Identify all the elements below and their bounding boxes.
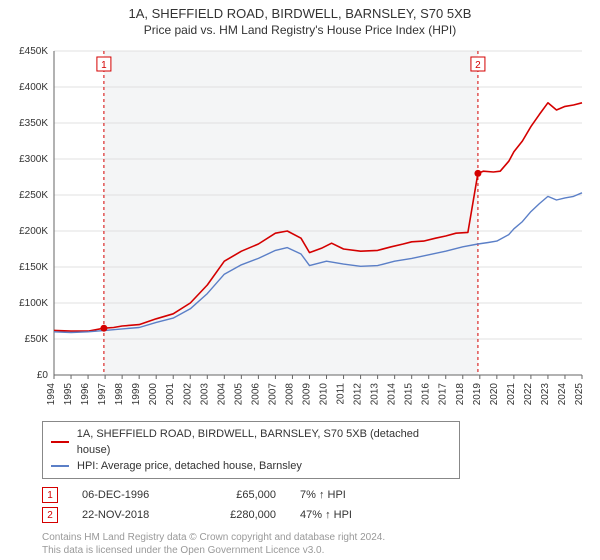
svg-text:2023: 2023 bbox=[540, 383, 551, 406]
svg-text:2: 2 bbox=[475, 60, 481, 71]
attribution-line2: This data is licensed under the Open Gov… bbox=[42, 544, 600, 557]
svg-text:2017: 2017 bbox=[438, 383, 449, 406]
svg-text:£50K: £50K bbox=[25, 334, 49, 345]
svg-text:£450K: £450K bbox=[19, 46, 48, 57]
svg-text:2014: 2014 bbox=[387, 383, 398, 406]
legend: 1A, SHEFFIELD ROAD, BIRDWELL, BARNSLEY, … bbox=[42, 421, 460, 479]
svg-text:2024: 2024 bbox=[557, 383, 568, 406]
svg-text:1998: 1998 bbox=[114, 383, 125, 406]
sales-row: 2 22-NOV-2018 £280,000 47% ↑ HPI bbox=[42, 505, 600, 525]
svg-text:£200K: £200K bbox=[19, 226, 48, 237]
svg-text:2025: 2025 bbox=[574, 383, 585, 406]
svg-text:2020: 2020 bbox=[489, 383, 500, 406]
chart-area: £0 £50K £100K £150K £200K £250K £300K £350K £400… bbox=[10, 43, 590, 413]
legend-swatch-property bbox=[51, 441, 69, 443]
svg-text:2004: 2004 bbox=[216, 383, 227, 406]
sale-marker-2: 2 bbox=[42, 507, 58, 523]
svg-text:1997: 1997 bbox=[97, 383, 108, 406]
svg-text:£250K: £250K bbox=[19, 190, 48, 201]
svg-text:2012: 2012 bbox=[353, 383, 364, 406]
svg-text:£400K: £400K bbox=[19, 82, 48, 93]
legend-label-property: 1A, SHEFFIELD ROAD, BIRDWELL, BARNSLEY, … bbox=[77, 426, 451, 458]
sale-pct: 7% ↑ HPI bbox=[300, 489, 400, 501]
svg-text:£100K: £100K bbox=[19, 298, 48, 309]
sales-table: 1 06-DEC-1996 £65,000 7% ↑ HPI 2 22-NOV-… bbox=[42, 485, 600, 525]
svg-text:2016: 2016 bbox=[421, 383, 432, 406]
legend-swatch-hpi bbox=[51, 465, 69, 467]
sale-price: £65,000 bbox=[206, 489, 276, 501]
svg-text:2018: 2018 bbox=[455, 383, 466, 406]
svg-text:1: 1 bbox=[101, 60, 107, 71]
legend-label-hpi: HPI: Average price, detached house, Barn… bbox=[77, 458, 302, 474]
svg-text:£300K: £300K bbox=[19, 154, 48, 165]
svg-text:1999: 1999 bbox=[131, 383, 142, 406]
legend-item: HPI: Average price, detached house, Barn… bbox=[51, 458, 451, 474]
chart-svg: £0 £50K £100K £150K £200K £250K £300K £350K £400… bbox=[10, 43, 590, 413]
svg-text:2021: 2021 bbox=[506, 383, 517, 406]
svg-text:2007: 2007 bbox=[267, 383, 278, 406]
svg-text:2019: 2019 bbox=[472, 383, 483, 406]
sale-pct: 47% ↑ HPI bbox=[300, 509, 400, 521]
svg-text:£350K: £350K bbox=[19, 118, 48, 129]
svg-text:1995: 1995 bbox=[63, 383, 74, 406]
sale-price: £280,000 bbox=[206, 509, 276, 521]
svg-text:£150K: £150K bbox=[19, 262, 48, 273]
svg-text:1994: 1994 bbox=[46, 383, 57, 406]
svg-text:2002: 2002 bbox=[182, 383, 193, 406]
sale-date: 06-DEC-1996 bbox=[82, 489, 182, 501]
sale-date: 22-NOV-2018 bbox=[82, 509, 182, 521]
svg-text:2009: 2009 bbox=[301, 383, 312, 406]
legend-item: 1A, SHEFFIELD ROAD, BIRDWELL, BARNSLEY, … bbox=[51, 426, 451, 458]
svg-text:2010: 2010 bbox=[319, 383, 330, 406]
svg-text:2005: 2005 bbox=[233, 383, 244, 406]
svg-text:2000: 2000 bbox=[148, 383, 159, 406]
title-sub: Price paid vs. HM Land Registry's House … bbox=[0, 23, 600, 37]
sale-marker-1: 1 bbox=[42, 487, 58, 503]
sales-row: 1 06-DEC-1996 £65,000 7% ↑ HPI bbox=[42, 485, 600, 505]
svg-text:2003: 2003 bbox=[199, 383, 210, 406]
svg-text:1996: 1996 bbox=[80, 383, 91, 406]
title-main: 1A, SHEFFIELD ROAD, BIRDWELL, BARNSLEY, … bbox=[0, 6, 600, 21]
attribution-line1: Contains HM Land Registry data © Crown c… bbox=[42, 531, 600, 544]
svg-text:£0: £0 bbox=[37, 370, 49, 381]
svg-text:2015: 2015 bbox=[404, 383, 415, 406]
svg-text:2011: 2011 bbox=[336, 383, 347, 405]
svg-text:2022: 2022 bbox=[523, 383, 534, 406]
attribution: Contains HM Land Registry data © Crown c… bbox=[42, 531, 600, 557]
svg-text:2006: 2006 bbox=[250, 383, 261, 406]
chart-title-block: 1A, SHEFFIELD ROAD, BIRDWELL, BARNSLEY, … bbox=[0, 0, 600, 37]
svg-text:2013: 2013 bbox=[370, 383, 381, 406]
svg-text:2008: 2008 bbox=[284, 383, 295, 406]
svg-text:2001: 2001 bbox=[165, 383, 176, 406]
